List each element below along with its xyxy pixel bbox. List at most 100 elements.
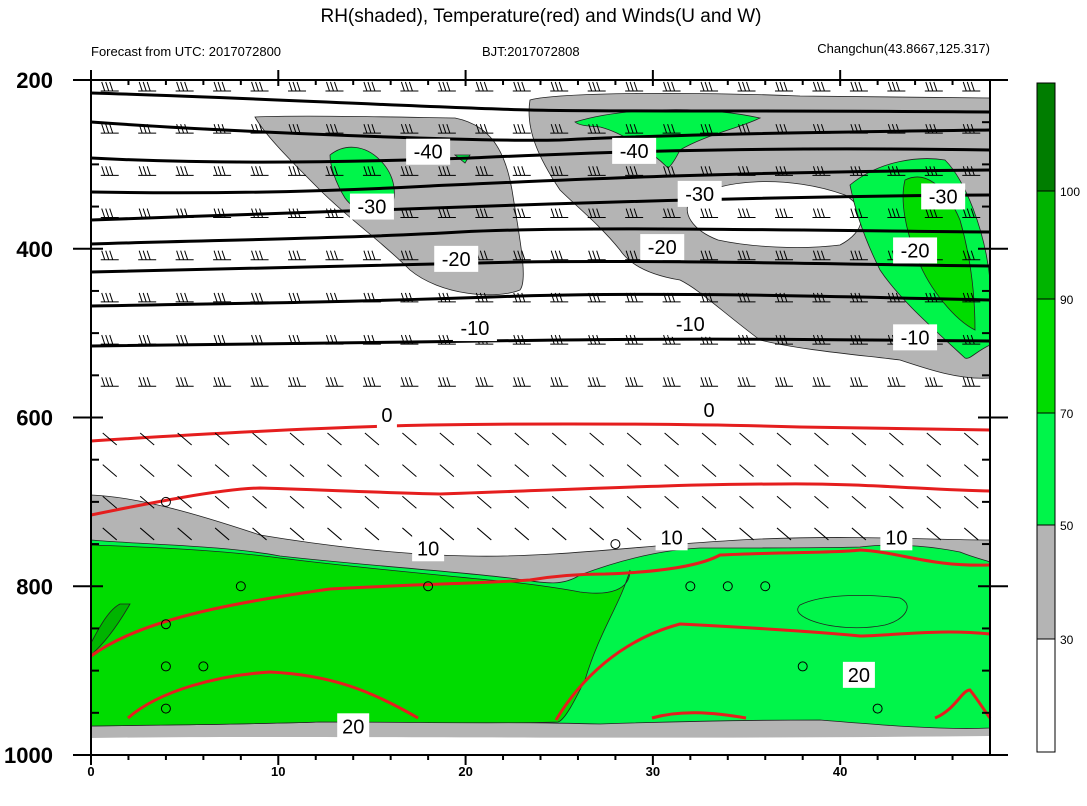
wind-barb [139,527,155,541]
wind-barb [213,81,232,92]
wind-barb [739,432,754,446]
wind-barb [550,208,569,219]
wind-barb [926,527,942,541]
temp-contour-red [554,622,991,721]
wind-barb [625,377,644,387]
wind-barb [963,527,979,541]
wind-barb [325,81,344,92]
wind-barb [587,334,606,345]
wind-barb [325,377,344,387]
wind-barb [175,250,194,261]
colorbar-label: 100 [1060,185,1080,199]
wind-barb [138,250,157,261]
wind-barb [662,292,681,303]
wind-barb [962,208,981,219]
wind-barb [963,495,979,509]
wind-barb [138,292,157,303]
wind-barb [625,123,644,134]
svg-text:0: 0 [381,405,392,427]
wind-barb [550,334,569,345]
wind-barb [512,81,531,92]
wind-barb [550,377,569,387]
wind-barb [213,250,232,261]
wind-barb [814,464,829,478]
wind-barb [924,123,943,134]
wind-barb [175,334,194,345]
wind-barb [437,81,456,92]
wind-barb [437,334,456,345]
y-tick-label: 400 [16,237,53,262]
wind-barb [587,81,606,92]
wind-barb [327,495,342,509]
colorbar-bin [1036,190,1056,300]
wind-barb [364,495,380,509]
wind-barb [139,495,155,509]
wind-barb [288,208,307,219]
temperature-label: -10 [452,315,497,342]
wind-barb [252,527,267,541]
wind-barb [288,166,307,176]
temperature-label: -30 [921,183,966,210]
forecast-label: Forecast from UTC: 2017072800 [91,44,281,59]
wind-barb [849,250,868,261]
wind-barb [774,292,793,303]
temperature-label: -20 [640,234,685,261]
colorbar-bin [1036,298,1056,414]
wind-barb [625,292,644,303]
calm-wind-circle [160,661,171,672]
wind-barb [737,81,756,92]
wind-barb [700,166,719,176]
wind-barb [250,208,269,219]
wind-barb [325,292,344,303]
wind-barb [437,208,456,219]
temperature-label: -40 [612,137,657,164]
wind-barb [437,292,456,303]
temp-contour-red [934,688,992,720]
wind-barb [737,166,756,176]
wind-barb [774,377,793,387]
wind-barb [701,527,717,541]
wind-barb [851,432,867,446]
wind-barb [700,377,719,387]
wind-barb [701,432,717,446]
wind-barb [512,334,531,345]
wind-barb [512,377,531,387]
wind-barb [700,208,719,219]
wind-barb [175,123,194,134]
wind-barb [587,123,606,134]
wind-barb [175,208,194,219]
wind-barb [325,208,344,219]
wind-barb [213,292,232,303]
wind-barb [512,292,531,303]
wind-barb [362,81,381,92]
svg-text:20: 20 [342,716,364,738]
wind-barb [776,464,792,478]
wind-barb [289,432,305,446]
wind-barb [288,81,307,92]
temperature-label: 20 [337,713,370,740]
calm-wind-circle [235,581,246,592]
wind-barb [102,527,118,541]
wind-barb [589,495,605,509]
wind-barb [325,250,344,261]
wind-barb [289,527,305,541]
colorbar-label: 50 [1060,519,1074,533]
temp-contour-red [90,422,991,443]
wind-barb [214,495,230,509]
wind-barb [626,495,642,509]
wind-barb [774,81,793,92]
wind-barb [402,432,417,446]
wind-barb [437,123,456,134]
wind-barb [139,432,155,446]
wind-barb [362,292,381,303]
colorbar-bin [1036,524,1056,640]
svg-text:-30: -30 [685,184,714,206]
bjt-label: BJT:2017072808 [482,44,580,59]
temperature-label: -10 [893,324,938,351]
rh-shade [91,736,990,757]
wind-barb [250,377,269,387]
station-label: Changchun(43.8667,125.317) [817,41,990,56]
y-tick-label: 800 [16,574,53,599]
wind-barb [889,495,904,509]
wind-barb [439,527,455,541]
